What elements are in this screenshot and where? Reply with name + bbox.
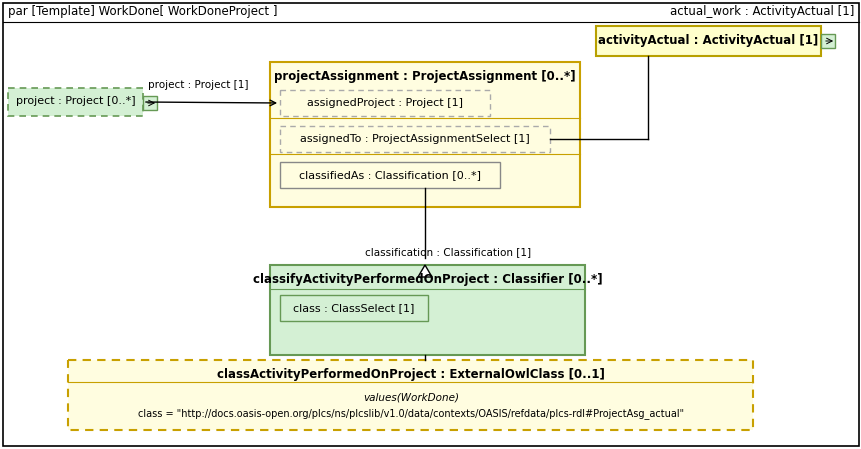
Text: project : Project [0..*]: project : Project [0..*]: [15, 96, 135, 106]
Bar: [820, 34, 834, 48]
Text: classifyActivityPerformedOnProject : Classifier [0..*]: classifyActivityPerformedOnProject : Cla…: [252, 273, 602, 286]
Bar: [280, 295, 428, 321]
Bar: [68, 360, 753, 430]
Bar: [280, 162, 499, 188]
Bar: [269, 265, 585, 355]
Text: classifiedAs : Classification [0..*]: classifiedAs : Classification [0..*]: [299, 170, 480, 180]
Text: classification : Classification [1]: classification : Classification [1]: [364, 247, 530, 257]
Bar: [8, 88, 143, 116]
Text: assignedProject : Project [1]: assignedProject : Project [1]: [307, 98, 462, 108]
Bar: [269, 62, 579, 207]
Polygon shape: [418, 265, 431, 277]
Text: par [Template] WorkDone[ WorkDoneProject ]: par [Template] WorkDone[ WorkDoneProject…: [8, 5, 277, 18]
Text: projectAssignment : ProjectAssignment [0..*]: projectAssignment : ProjectAssignment [0…: [274, 70, 575, 83]
Text: activityActual : ActivityActual [1]: activityActual : ActivityActual [1]: [598, 34, 818, 47]
Text: actual_work : ActivityActual [1]: actual_work : ActivityActual [1]: [669, 5, 853, 18]
Bar: [143, 96, 157, 110]
Bar: [595, 26, 820, 56]
Text: classActivityPerformedOnProject : ExternalOwlClass [0..1]: classActivityPerformedOnProject : Extern…: [216, 368, 604, 381]
Bar: [280, 126, 549, 152]
Text: project : Project [1]: project : Project [1]: [148, 80, 248, 90]
Text: class : ClassSelect [1]: class : ClassSelect [1]: [293, 303, 414, 313]
Text: assignedTo : ProjectAssignmentSelect [1]: assignedTo : ProjectAssignmentSelect [1]: [300, 134, 530, 144]
Bar: [280, 90, 489, 116]
Text: values(WorkDone): values(WorkDone): [362, 393, 458, 403]
Text: class = "http://docs.oasis-open.org/plcs/ns/plcslib/v1.0/data/contexts/OASIS/ref: class = "http://docs.oasis-open.org/plcs…: [138, 408, 684, 419]
